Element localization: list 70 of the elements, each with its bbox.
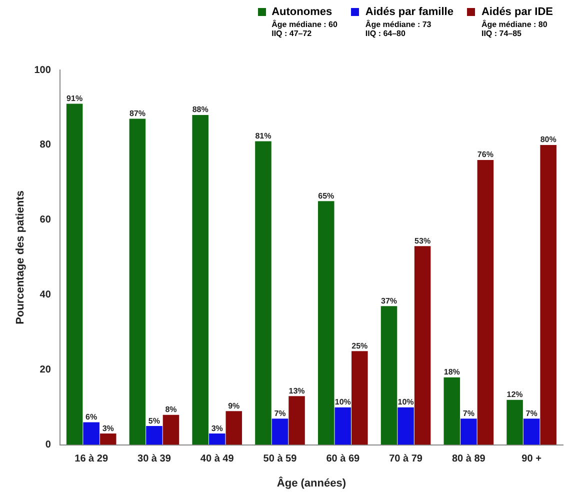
- x-tick-label: 30 à 39: [138, 454, 172, 465]
- bar: [398, 407, 414, 445]
- bar: [444, 377, 460, 445]
- bar: [192, 114, 208, 445]
- bar: [352, 351, 368, 445]
- x-axis-title: Âge (années): [276, 476, 346, 490]
- x-tick-label: 70 à 79: [389, 454, 423, 465]
- data-label: 6%: [86, 412, 98, 422]
- y-tick-label: 40: [40, 290, 52, 301]
- bar: [146, 426, 162, 445]
- bar: [129, 118, 146, 445]
- data-label: 10%: [398, 398, 414, 407]
- bar: [380, 306, 398, 445]
- bar: [477, 160, 494, 445]
- data-label: 9%: [228, 401, 240, 410]
- data-label: 53%: [414, 236, 431, 246]
- bar: [523, 418, 540, 445]
- bar: [460, 418, 477, 445]
- legend-label: Aidés par IDE: [481, 6, 553, 18]
- data-label: 81%: [255, 131, 272, 140]
- bar: [83, 422, 100, 445]
- data-label: 7%: [526, 408, 538, 418]
- data-label: 3%: [102, 424, 114, 433]
- x-tick-label: 16 à 29: [74, 454, 108, 465]
- bar: [414, 246, 431, 445]
- data-label: 7%: [274, 408, 286, 418]
- data-label: 3%: [211, 424, 223, 433]
- bar: [318, 201, 334, 445]
- data-label: 10%: [334, 398, 351, 407]
- bar: [208, 434, 226, 445]
- data-label: 87%: [129, 108, 146, 118]
- data-label: 80%: [540, 135, 556, 144]
- data-label: 8%: [165, 405, 177, 414]
- legend-label: Autonomes: [272, 6, 332, 18]
- legend-label: Aidés par famille: [365, 6, 454, 18]
- y-tick-label: 60: [40, 214, 52, 226]
- data-label: 76%: [477, 150, 494, 160]
- text: Âge médiane : 73 IIQ : 64–80: [364, 20, 432, 38]
- bar: [162, 414, 180, 445]
- text: Âge médiane : 80 IIQ : 74–85: [480, 20, 548, 38]
- data-label: 7%: [462, 408, 474, 418]
- x-tick-label: 50 à 59: [263, 454, 298, 465]
- bar: [100, 434, 116, 445]
- data-label: 37%: [381, 296, 398, 306]
- data-label: 18%: [444, 368, 460, 377]
- data-label: 25%: [352, 341, 368, 350]
- bar: [540, 144, 556, 445]
- bar: [334, 407, 352, 445]
- y-tick-label: 80: [40, 140, 52, 151]
- data-label: 12%: [506, 390, 523, 400]
- x-tick-label: 40 à 49: [200, 454, 234, 465]
- y-tick-label: 20: [40, 364, 52, 376]
- x-tick-label: 60 à 69: [326, 454, 360, 465]
- y-tick-label: 0: [45, 440, 52, 451]
- bar: [272, 418, 288, 445]
- bar: [66, 104, 83, 445]
- data-label: 91%: [66, 94, 83, 103]
- bar: [255, 141, 272, 445]
- bar: [226, 411, 242, 445]
- data-label: 13%: [288, 386, 305, 396]
- data-label: 65%: [318, 191, 334, 200]
- bar: [288, 396, 305, 445]
- x-tick-label: 80 à 89: [452, 454, 486, 465]
- y-tick-label: 100: [34, 64, 52, 76]
- data-label: 88%: [192, 105, 208, 114]
- y-axis-title: Pourcentage des patients: [14, 190, 27, 324]
- text: Âge médiane : 60 IIQ : 47–72: [270, 20, 338, 38]
- bar: [506, 400, 523, 445]
- x-tick-label: 90 +: [522, 454, 542, 465]
- data-label: 5%: [148, 416, 160, 426]
